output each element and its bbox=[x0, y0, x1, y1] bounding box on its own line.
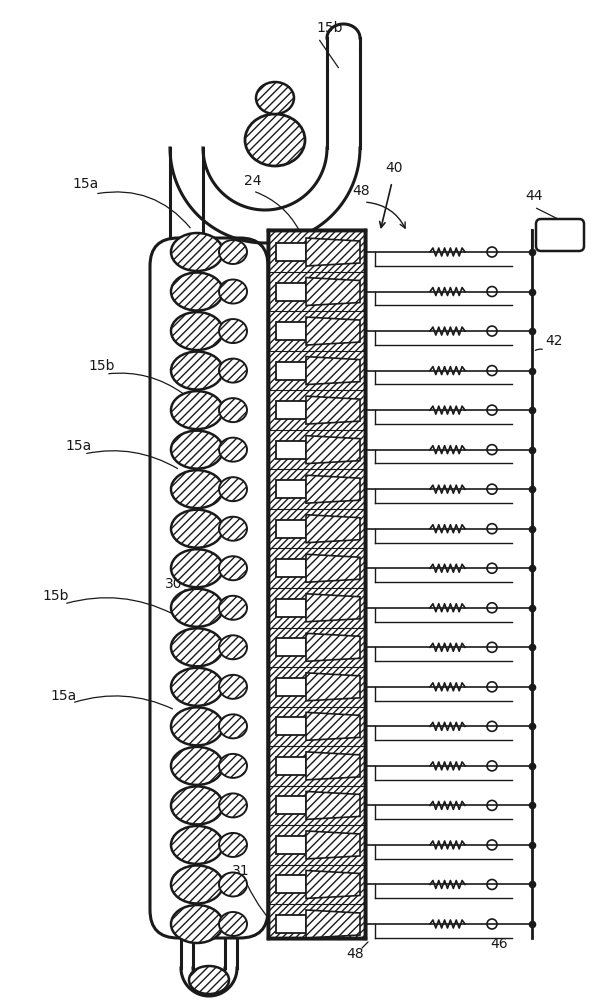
Text: 40: 40 bbox=[385, 161, 402, 175]
Bar bbox=[276, 322, 306, 340]
Ellipse shape bbox=[171, 510, 223, 548]
Ellipse shape bbox=[256, 82, 294, 114]
Polygon shape bbox=[306, 278, 360, 306]
Ellipse shape bbox=[171, 826, 223, 864]
Ellipse shape bbox=[171, 312, 223, 350]
Bar bbox=[276, 559, 306, 577]
Ellipse shape bbox=[171, 549, 223, 587]
Ellipse shape bbox=[219, 477, 247, 501]
Ellipse shape bbox=[189, 966, 229, 994]
Ellipse shape bbox=[219, 793, 247, 817]
Text: 15a: 15a bbox=[50, 689, 77, 703]
Bar bbox=[268, 230, 365, 938]
Bar bbox=[276, 401, 306, 419]
Bar bbox=[276, 362, 306, 380]
Text: 15b: 15b bbox=[316, 21, 343, 35]
Ellipse shape bbox=[171, 273, 223, 311]
Ellipse shape bbox=[219, 280, 247, 304]
Polygon shape bbox=[306, 554, 360, 582]
Bar bbox=[276, 875, 306, 893]
Bar bbox=[276, 441, 306, 459]
FancyBboxPatch shape bbox=[536, 219, 584, 251]
Ellipse shape bbox=[219, 754, 247, 778]
Bar bbox=[276, 638, 306, 656]
Polygon shape bbox=[306, 870, 360, 898]
Ellipse shape bbox=[171, 747, 223, 785]
Ellipse shape bbox=[219, 240, 247, 264]
Text: 48: 48 bbox=[346, 947, 364, 961]
Ellipse shape bbox=[171, 786, 223, 824]
Text: 34: 34 bbox=[318, 924, 335, 938]
Ellipse shape bbox=[171, 905, 223, 943]
Text: 31: 31 bbox=[232, 864, 249, 878]
Polygon shape bbox=[306, 396, 360, 424]
Text: 15a: 15a bbox=[72, 177, 98, 191]
Ellipse shape bbox=[219, 398, 247, 422]
Ellipse shape bbox=[171, 431, 223, 469]
Polygon shape bbox=[306, 317, 360, 345]
Polygon shape bbox=[306, 910, 360, 938]
Bar bbox=[276, 599, 306, 617]
Ellipse shape bbox=[219, 872, 247, 896]
Bar bbox=[276, 717, 306, 735]
Polygon shape bbox=[306, 752, 360, 780]
Polygon shape bbox=[306, 238, 360, 266]
Text: 44: 44 bbox=[525, 189, 542, 203]
Ellipse shape bbox=[219, 912, 247, 936]
Ellipse shape bbox=[171, 865, 223, 903]
Polygon shape bbox=[306, 594, 360, 622]
Text: 30: 30 bbox=[165, 577, 182, 591]
Polygon shape bbox=[306, 712, 360, 740]
Polygon shape bbox=[306, 673, 360, 701]
Bar bbox=[276, 836, 306, 854]
Bar bbox=[276, 243, 306, 261]
Bar bbox=[276, 480, 306, 498]
Ellipse shape bbox=[171, 233, 223, 271]
Text: 42: 42 bbox=[545, 334, 563, 348]
Ellipse shape bbox=[219, 714, 247, 738]
Bar bbox=[276, 283, 306, 301]
Text: 15b: 15b bbox=[42, 589, 69, 603]
Ellipse shape bbox=[171, 707, 223, 745]
Ellipse shape bbox=[219, 438, 247, 462]
Ellipse shape bbox=[219, 517, 247, 541]
Ellipse shape bbox=[219, 319, 247, 343]
Ellipse shape bbox=[219, 675, 247, 699]
Polygon shape bbox=[306, 475, 360, 503]
Polygon shape bbox=[306, 831, 360, 859]
Ellipse shape bbox=[171, 668, 223, 706]
Bar bbox=[276, 678, 306, 696]
Ellipse shape bbox=[219, 556, 247, 580]
Bar bbox=[276, 757, 306, 775]
Text: 48: 48 bbox=[352, 184, 370, 198]
Ellipse shape bbox=[171, 470, 223, 508]
Ellipse shape bbox=[219, 596, 247, 620]
Ellipse shape bbox=[171, 352, 223, 390]
Ellipse shape bbox=[171, 628, 223, 666]
Polygon shape bbox=[306, 436, 360, 464]
Ellipse shape bbox=[171, 589, 223, 627]
Ellipse shape bbox=[219, 635, 247, 659]
Bar bbox=[268, 230, 365, 938]
Text: 24: 24 bbox=[244, 174, 261, 188]
Text: 15a: 15a bbox=[65, 439, 91, 453]
Ellipse shape bbox=[219, 359, 247, 383]
Bar bbox=[276, 915, 306, 933]
Ellipse shape bbox=[245, 114, 305, 166]
Bar bbox=[276, 520, 306, 538]
Polygon shape bbox=[306, 791, 360, 819]
Bar bbox=[276, 796, 306, 814]
Ellipse shape bbox=[171, 391, 223, 429]
Ellipse shape bbox=[219, 833, 247, 857]
Polygon shape bbox=[306, 357, 360, 385]
Polygon shape bbox=[306, 633, 360, 661]
Text: 46: 46 bbox=[490, 937, 508, 951]
Text: 15b: 15b bbox=[88, 359, 114, 373]
Polygon shape bbox=[306, 515, 360, 543]
